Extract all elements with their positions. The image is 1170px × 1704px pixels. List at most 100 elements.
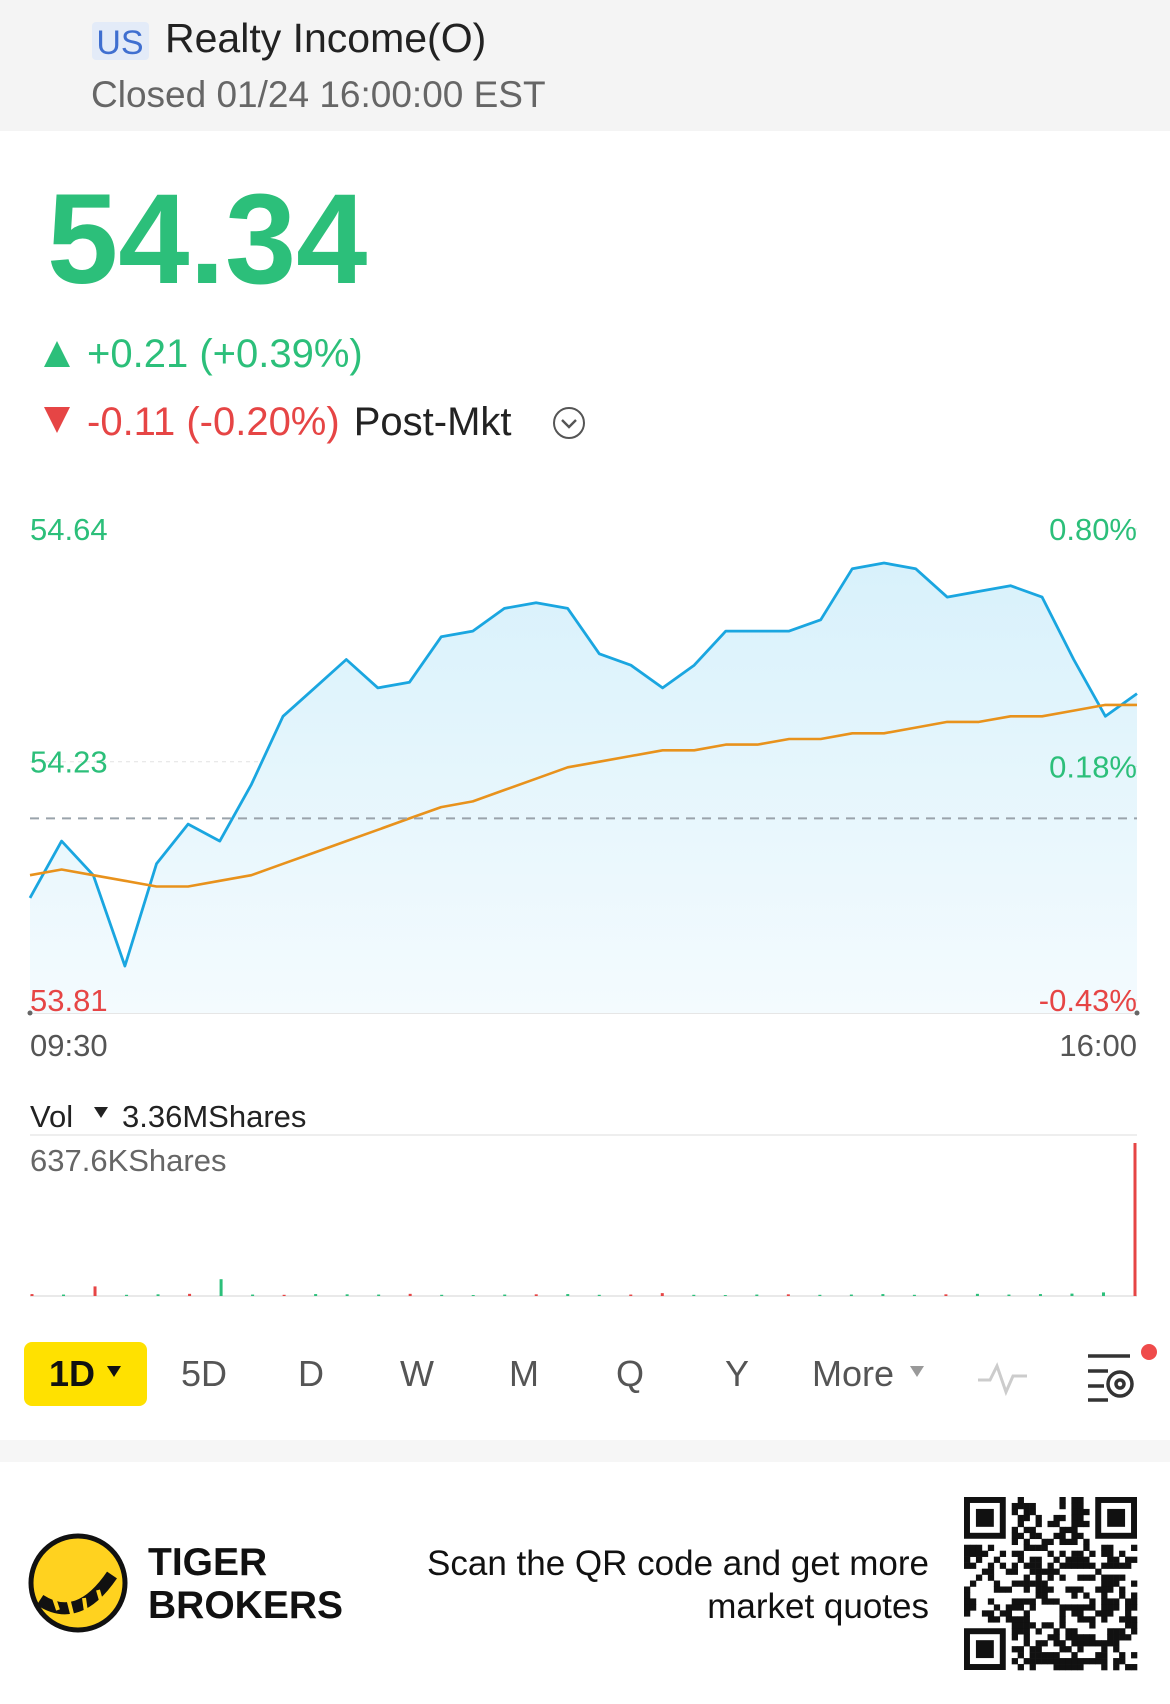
indicator-icon[interactable] — [978, 1362, 1027, 1397]
qr-cell — [1071, 1497, 1078, 1504]
qr-cell — [1035, 1568, 1042, 1575]
active-tab-bg — [24, 1342, 147, 1406]
qr-cell — [1059, 1538, 1066, 1546]
qr-cell — [1119, 1658, 1126, 1665]
qr-cell — [1071, 1538, 1078, 1546]
qr-cell — [1101, 1664, 1108, 1671]
qr-cell — [1083, 1604, 1090, 1611]
x-tick-label: 09:30 — [30, 1028, 108, 1063]
period-tab[interactable]: More — [812, 1353, 894, 1394]
qr-cell — [1017, 1628, 1024, 1635]
volume-bar — [723, 1295, 727, 1296]
qr-cell — [1011, 1658, 1018, 1665]
qr-cell — [1059, 1526, 1066, 1534]
period-tab[interactable]: Q — [616, 1353, 644, 1394]
qr-cell — [1095, 1658, 1102, 1665]
volume-bar — [125, 1294, 129, 1296]
period-tab[interactable]: M — [509, 1353, 539, 1394]
post-toggle[interactable] — [553, 407, 585, 439]
qr-cell — [1053, 1658, 1060, 1665]
qr-cell — [1047, 1550, 1054, 1557]
market-status: Closed 01/24 16:00:00 EST — [91, 74, 546, 115]
qr-cell — [1107, 1562, 1114, 1569]
qr-cell — [1005, 1568, 1013, 1575]
post-change: -0.11 (-0.20%) — [87, 400, 340, 444]
y2-tick-label: 0.80% — [1049, 512, 1137, 547]
qr-cell — [1101, 1604, 1108, 1611]
qr-cell — [1035, 1640, 1042, 1647]
qr-cell — [1089, 1622, 1096, 1629]
stock-name: Realty Income(O) — [165, 15, 486, 61]
qr-cell — [1113, 1664, 1120, 1671]
period-tab[interactable]: 5D — [181, 1353, 227, 1394]
volume-bar — [597, 1294, 601, 1296]
period-tab[interactable]: Y — [725, 1353, 749, 1394]
qr-cell — [1059, 1610, 1066, 1617]
qr-cell — [1023, 1508, 1030, 1516]
qr-cell — [1113, 1598, 1120, 1605]
qr-cell — [1029, 1502, 1036, 1510]
volume-bar — [30, 1294, 34, 1296]
volume-bar — [156, 1294, 160, 1296]
qr-cell — [1053, 1532, 1060, 1540]
qr-cell — [1125, 1634, 1132, 1641]
qr-cell — [1083, 1616, 1090, 1623]
qr-cell — [1053, 1520, 1060, 1528]
qr-cell — [1071, 1562, 1078, 1569]
qr-cell — [1029, 1568, 1036, 1575]
qr-cell — [1107, 1580, 1114, 1587]
volume-bar — [440, 1294, 444, 1296]
qr-cell — [1059, 1502, 1066, 1510]
qr-cell — [1119, 1592, 1126, 1599]
qr-cell — [1101, 1544, 1108, 1551]
qr-cell — [1113, 1604, 1120, 1611]
qr-cell — [1065, 1556, 1072, 1563]
period-tab[interactable]: 1D — [49, 1353, 95, 1394]
qr-cell — [1017, 1502, 1024, 1510]
volume-bar — [408, 1293, 412, 1296]
qr-cell — [987, 1610, 995, 1617]
qr-cell — [1041, 1544, 1048, 1551]
qr-cell — [1029, 1526, 1036, 1534]
qr-cell — [1071, 1628, 1078, 1635]
tiger-logo — [28, 1533, 128, 1633]
volume-bar — [1007, 1294, 1011, 1296]
qr-cell — [1011, 1598, 1018, 1605]
qr-cell — [1071, 1610, 1078, 1617]
settings-icon[interactable] — [1088, 1354, 1134, 1402]
qr-cell — [1059, 1646, 1066, 1653]
qr-cell — [1119, 1634, 1126, 1641]
qr-cell — [1071, 1664, 1078, 1671]
qr-cell — [1011, 1634, 1018, 1641]
qr-cell — [1101, 1598, 1108, 1605]
qr-cell — [1077, 1502, 1084, 1510]
qr-cell — [1029, 1598, 1036, 1605]
period-tab[interactable]: W — [400, 1353, 434, 1394]
qr-cell — [1041, 1622, 1048, 1629]
qr-cell — [1119, 1628, 1126, 1635]
qr-cell — [981, 1568, 989, 1575]
qr-cell — [1077, 1604, 1084, 1611]
qr-cell — [1119, 1586, 1126, 1593]
qr-cell — [1035, 1514, 1042, 1522]
qr-cell — [1095, 1652, 1102, 1659]
volume-bar — [818, 1294, 822, 1296]
footer-gap — [0, 1440, 1170, 1462]
qr-cell — [1107, 1550, 1114, 1557]
qr-cell — [1059, 1532, 1066, 1540]
qr-cell — [1119, 1574, 1126, 1581]
qr-cell — [1107, 1598, 1114, 1605]
qr-cell — [1125, 1556, 1132, 1563]
qr-cell — [1083, 1538, 1090, 1546]
qr-cell — [999, 1550, 1007, 1557]
volume-bar — [345, 1294, 349, 1296]
qr-cell — [1071, 1520, 1078, 1528]
qr-cell — [1017, 1652, 1024, 1659]
down-arrow — [44, 407, 70, 433]
qr-cell — [1023, 1634, 1030, 1641]
period-tab[interactable]: D — [298, 1353, 324, 1394]
qr-cell — [1023, 1526, 1030, 1534]
volume-bar — [755, 1294, 759, 1296]
qr-cell — [987, 1616, 995, 1623]
